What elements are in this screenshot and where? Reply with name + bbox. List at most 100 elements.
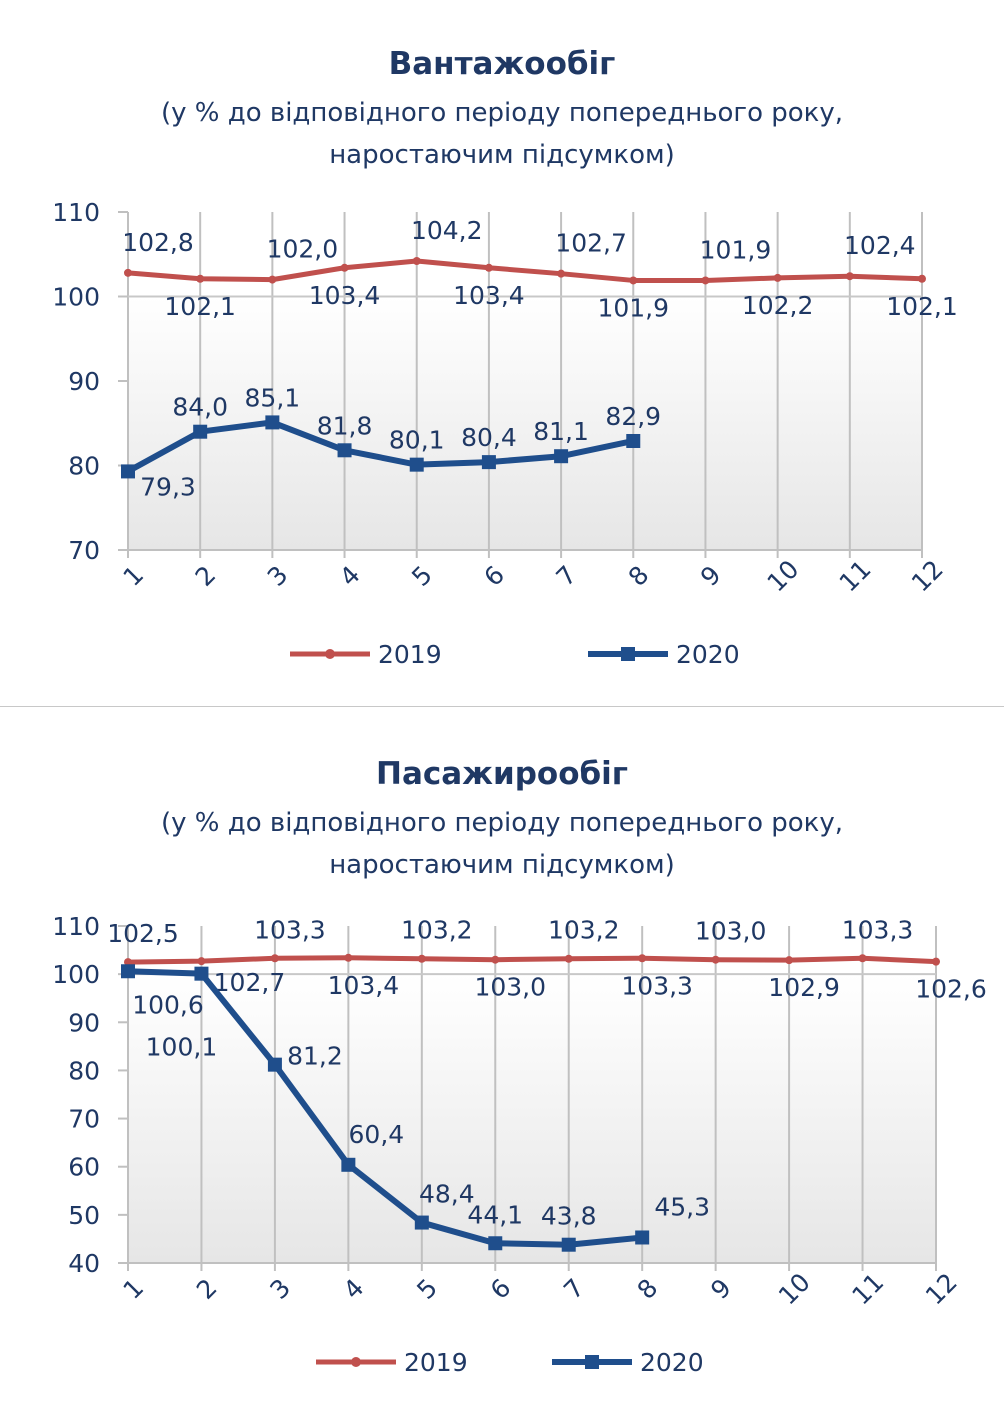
data-label: 102,1 bbox=[886, 292, 958, 321]
data-label: 102,7 bbox=[555, 229, 627, 258]
series-2020-point bbox=[414, 1215, 429, 1230]
data-label: 102,6 bbox=[915, 975, 987, 1004]
legend-2019-marker bbox=[351, 1357, 361, 1367]
series-2019-point bbox=[484, 263, 493, 272]
series-2020-point bbox=[267, 1057, 282, 1072]
data-label: 103,4 bbox=[453, 281, 525, 310]
y-tick-label: 90 bbox=[68, 1008, 100, 1037]
data-label: 80,4 bbox=[461, 423, 517, 452]
y-tick-label: 80 bbox=[68, 452, 100, 481]
series-2019-point bbox=[268, 275, 277, 284]
series-2019-point bbox=[564, 954, 573, 963]
series-2019-point bbox=[785, 956, 794, 965]
legend-2020-marker bbox=[621, 647, 635, 661]
series-2019-point bbox=[918, 274, 926, 283]
data-label: 45,3 bbox=[654, 1192, 710, 1221]
data-label: 103,0 bbox=[474, 973, 546, 1002]
data-label: 44,1 bbox=[467, 1200, 523, 1229]
series-2019-point bbox=[557, 269, 566, 278]
series-2019-point bbox=[124, 958, 132, 967]
series-2020-point bbox=[635, 1230, 650, 1245]
legend-2019-marker bbox=[325, 649, 335, 659]
series-2020-point bbox=[121, 964, 135, 979]
series-2020-point bbox=[337, 443, 352, 458]
data-label: 102,2 bbox=[742, 291, 814, 320]
series-2019-point bbox=[340, 263, 349, 272]
data-label: 84,0 bbox=[172, 393, 228, 422]
data-label: 100,1 bbox=[146, 1033, 218, 1062]
series-2019-point bbox=[417, 954, 426, 963]
series-2020-point bbox=[561, 1237, 576, 1252]
data-label: 103,0 bbox=[695, 917, 767, 946]
data-label: 79,3 bbox=[140, 472, 196, 501]
data-label: 43,8 bbox=[541, 1202, 597, 1231]
x-tick-label: 8 bbox=[632, 1273, 664, 1305]
y-tick-label: 70 bbox=[68, 1105, 100, 1134]
series-2019-point bbox=[124, 268, 132, 277]
y-tick-label: 100 bbox=[52, 960, 100, 989]
series-2019-point bbox=[344, 953, 353, 962]
y-tick-label: 110 bbox=[52, 198, 100, 227]
series-2019-point bbox=[773, 273, 782, 282]
x-tick-label: 4 bbox=[338, 1273, 370, 1305]
data-label: 104,2 bbox=[411, 216, 483, 245]
y-tick-label: 100 bbox=[52, 283, 100, 312]
data-label: 80,1 bbox=[389, 426, 445, 455]
data-label: 103,2 bbox=[548, 916, 620, 945]
x-tick-label: 11 bbox=[846, 1267, 889, 1310]
x-tick-label: 5 bbox=[411, 1273, 443, 1305]
data-label: 81,8 bbox=[317, 411, 373, 440]
x-tick-label: 10 bbox=[773, 1267, 816, 1310]
series-2019-point bbox=[701, 276, 710, 285]
chart1-subtitle-2: наростаючим підсумком) bbox=[329, 140, 675, 170]
data-label: 103,4 bbox=[309, 281, 381, 310]
data-label: 101,9 bbox=[700, 235, 772, 264]
series-2020-point bbox=[554, 449, 569, 464]
data-label: 103,4 bbox=[328, 971, 400, 1000]
legend-2020-marker bbox=[585, 1355, 599, 1369]
series-2019-line bbox=[127, 955, 937, 965]
legend-2020-label: 2020 bbox=[676, 640, 740, 669]
series-2020-point bbox=[194, 966, 209, 981]
x-tick-label: 12 bbox=[920, 1267, 963, 1310]
data-label: 103,3 bbox=[254, 915, 326, 944]
series-2020-point bbox=[341, 1157, 356, 1172]
legend-2019-label: 2019 bbox=[404, 1348, 468, 1377]
series-2019-line bbox=[127, 258, 923, 283]
series-2019-point bbox=[491, 955, 500, 964]
series-2019-point bbox=[270, 954, 279, 963]
y-tick-label: 70 bbox=[68, 536, 100, 565]
x-tick-label: 3 bbox=[264, 1273, 296, 1305]
data-label: 103,3 bbox=[621, 971, 693, 1000]
data-label: 102,9 bbox=[768, 973, 840, 1002]
series-2019-point bbox=[845, 272, 854, 281]
data-label: 102,4 bbox=[844, 231, 916, 260]
x-tick-label: 1 bbox=[117, 1273, 149, 1305]
x-tick-label: 6 bbox=[485, 1273, 517, 1305]
y-tick-label: 110 bbox=[52, 912, 100, 941]
series-2019-point bbox=[711, 955, 720, 964]
chart1-title: Вантажообіг bbox=[388, 46, 616, 82]
data-label: 102,0 bbox=[267, 235, 339, 264]
series-2019-point bbox=[629, 276, 638, 285]
data-label: 81,2 bbox=[287, 1042, 343, 1071]
series-2019-point bbox=[858, 954, 867, 963]
series-2020-point bbox=[626, 433, 641, 448]
series-2020-line bbox=[127, 968, 643, 1248]
y-tick-label: 60 bbox=[68, 1153, 100, 1182]
chart1-subtitle-1: (у % до відповідного періоду попередньог… bbox=[160, 98, 844, 128]
chart2-title: Пасажирообіг bbox=[376, 756, 628, 792]
series-2019-point bbox=[932, 957, 940, 966]
chart2-subtitle-2: наростаючим підсумком) bbox=[329, 850, 675, 880]
y-tick-label: 90 bbox=[68, 367, 100, 396]
x-tick-label: 9 bbox=[705, 1273, 737, 1305]
series-2020-point bbox=[481, 455, 496, 470]
series-2019-point bbox=[196, 274, 205, 283]
series-2019-point bbox=[638, 954, 647, 963]
data-label: 101,9 bbox=[597, 293, 669, 322]
y-tick-label: 50 bbox=[68, 1201, 100, 1230]
x-tick-label: 2 bbox=[191, 1273, 223, 1305]
data-label: 85,1 bbox=[245, 383, 301, 412]
data-label: 100,6 bbox=[132, 990, 204, 1019]
